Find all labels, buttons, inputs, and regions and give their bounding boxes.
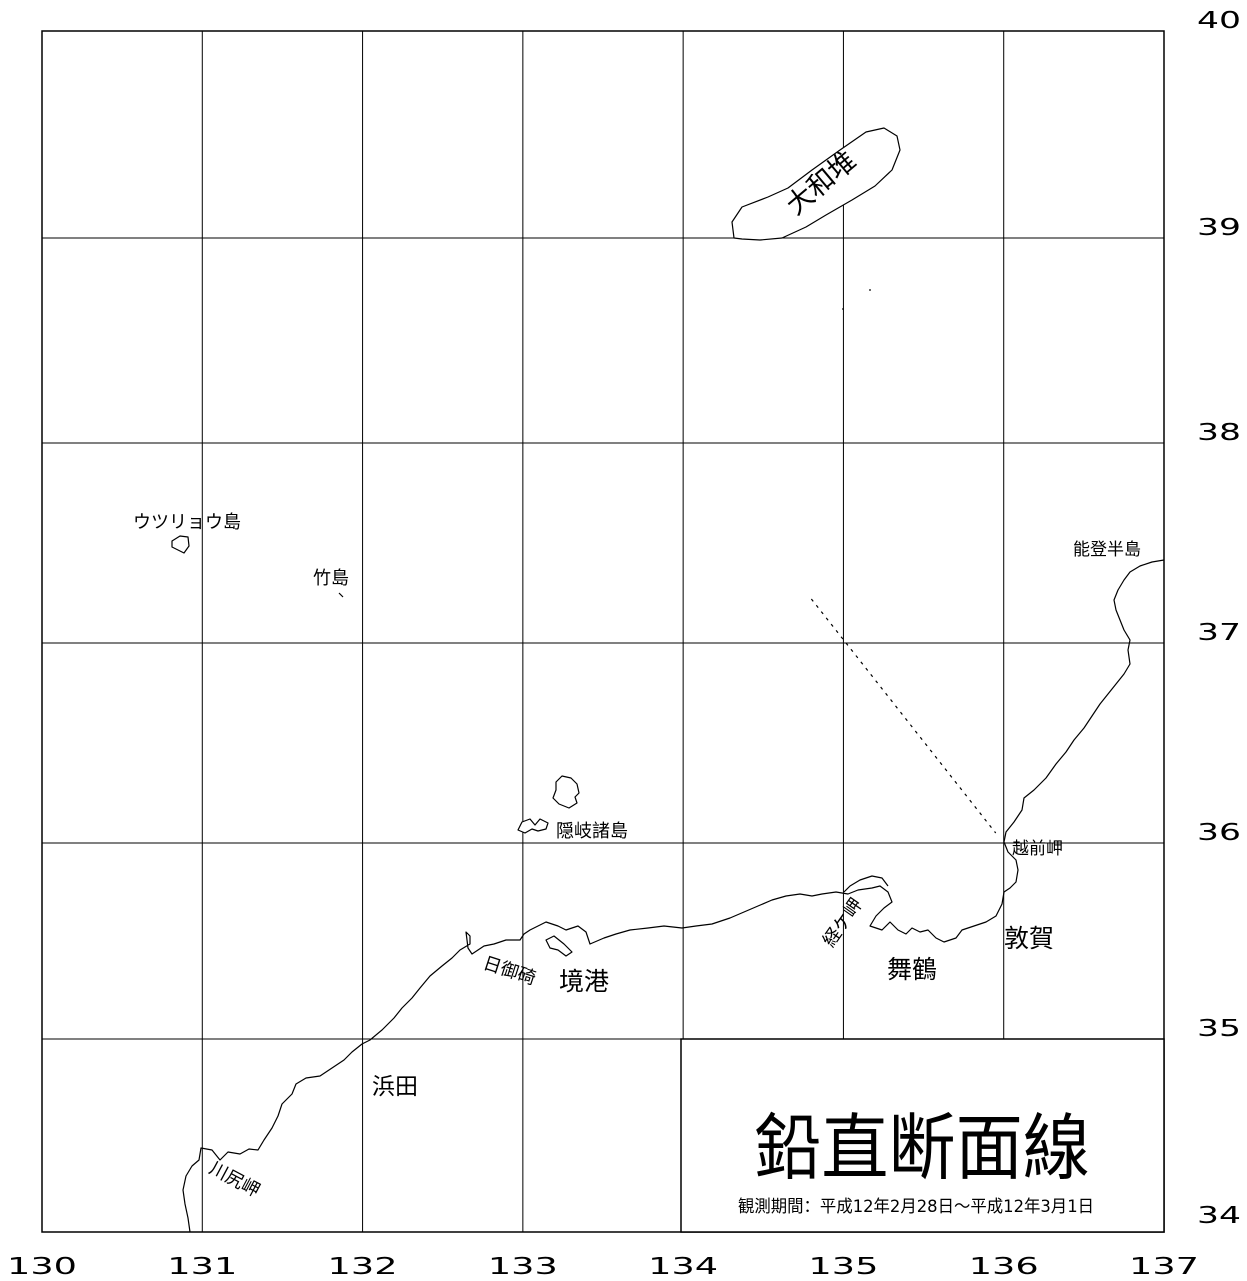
label-kawajiri-misaki: 川尻岬	[206, 1158, 264, 1202]
label-oki-islands: 隠岐諸島	[556, 821, 628, 842]
takeshima-outline	[338, 592, 344, 598]
longitude-tick-label: 130	[7, 1254, 77, 1280]
longitude-tick-label: 136	[969, 1254, 1039, 1280]
longitude-tick-label: 134	[648, 1254, 718, 1280]
longitude-tick-label: 131	[167, 1254, 237, 1280]
label-utsuryo-island: ウツリョウ島	[133, 512, 241, 533]
label-noto-peninsula: 能登半島	[1073, 540, 1141, 560]
yamato-bank-outline	[731, 127, 901, 241]
latitude-tick-label: 39	[1197, 215, 1241, 241]
label-sakaiminato: 境港	[559, 967, 609, 996]
label-hinomisaki: 日御碕	[480, 953, 538, 990]
label-tsuruga: 敦賀	[1004, 924, 1054, 953]
latitude-tick-label: 34	[1197, 1203, 1241, 1229]
utsuryo-island-outline	[171, 535, 190, 554]
legend-observation-period: 観測期間：平成12年2月28日～平成12年3月1日	[738, 1197, 1094, 1217]
label-hamada: 浜田	[372, 1074, 418, 1100]
latitude-tick-label: 37	[1197, 620, 1241, 646]
oki-dozen-outline	[517, 818, 549, 834]
latitude-tick-label: 36	[1197, 820, 1241, 846]
map-frame	[41, 30, 1165, 1233]
vertical-section-line	[810, 598, 997, 834]
label-echizen-misaki: 越前岬	[1012, 839, 1063, 859]
tango-peninsula	[843, 875, 889, 893]
oki-dogo-outline	[552, 775, 580, 809]
small-islet-dot	[842, 308, 844, 310]
latitude-tick-label: 35	[1197, 1016, 1241, 1042]
longitude-tick-label: 137	[1129, 1254, 1199, 1280]
legend-title: 鉛直断面線	[754, 1106, 1090, 1190]
label-takeshima: 竹島	[313, 568, 349, 589]
map-grid	[42, 31, 1164, 1232]
label-maizuru: 舞鶴	[887, 955, 937, 984]
small-islet-dot	[869, 289, 871, 291]
longitude-tick-labels: 130 131 132 133 134 135 136 137	[7, 1254, 1199, 1280]
longitude-tick-label: 133	[488, 1254, 558, 1280]
latitude-tick-labels: 34 35 36 37 38 39 40	[1197, 8, 1241, 1229]
nakaumi-lake-outline	[545, 935, 573, 957]
honshu-coastline	[182, 559, 1165, 1233]
longitude-tick-label: 135	[808, 1254, 878, 1280]
latitude-tick-label: 38	[1197, 420, 1241, 446]
legend-box: 鉛直断面線 観測期間：平成12年2月28日～平成12年3月1日	[680, 1038, 1165, 1233]
latitude-tick-label: 40	[1197, 8, 1241, 34]
longitude-tick-label: 132	[328, 1254, 398, 1280]
